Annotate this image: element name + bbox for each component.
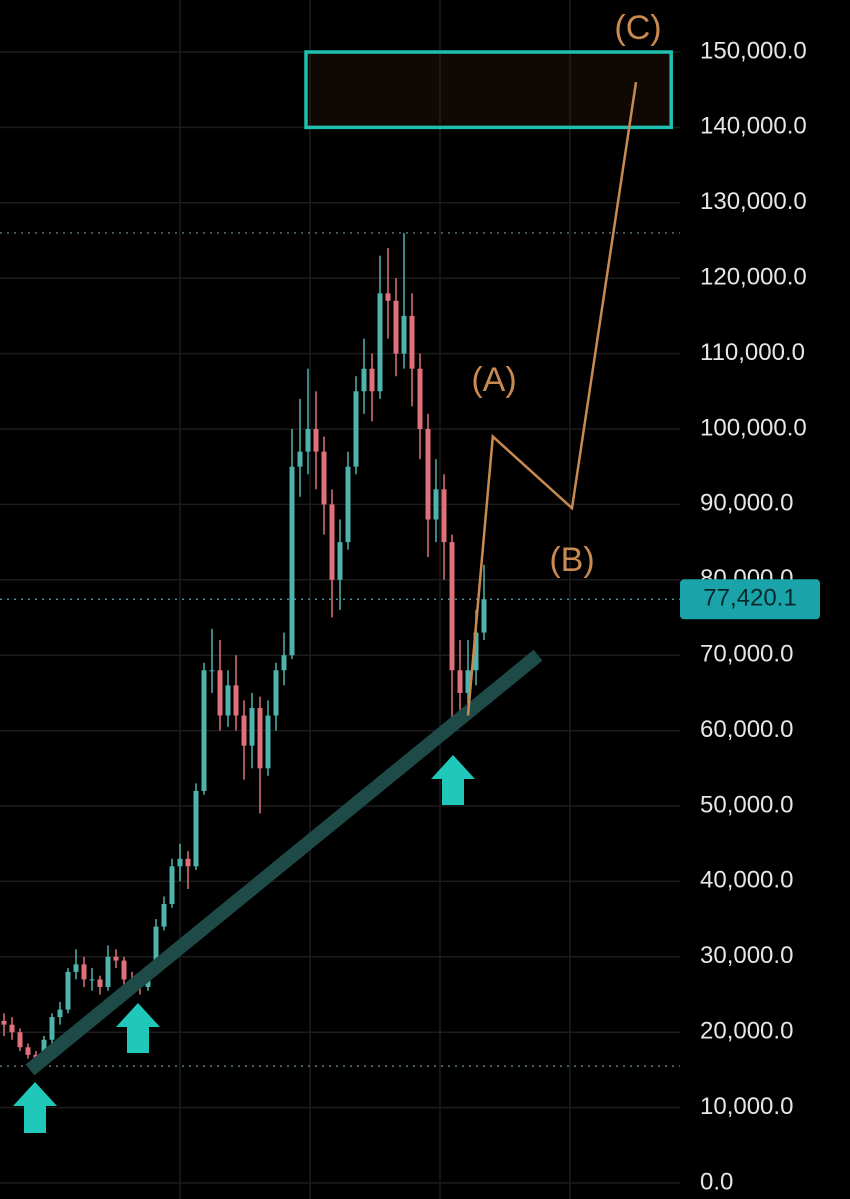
- trendline: [25, 649, 543, 1076]
- candle-body: [377, 293, 383, 392]
- candle-body: [409, 315, 415, 369]
- y-tick-label: 20,000.0: [700, 1018, 793, 1045]
- candle-body: [57, 1009, 63, 1018]
- y-tick-label: 60,000.0: [700, 716, 793, 743]
- y-tick-label: 10,000.0: [700, 1093, 793, 1120]
- wave-label: (C): [614, 9, 661, 47]
- candle-body: [193, 790, 199, 867]
- y-tick-label: 130,000.0: [700, 188, 807, 215]
- candle-body: [177, 858, 183, 867]
- wave-label: (B): [549, 541, 594, 579]
- candle-body: [305, 429, 311, 452]
- candle-body: [337, 542, 343, 580]
- candle-body: [281, 655, 287, 671]
- candle-body: [417, 368, 423, 429]
- candle-body: [201, 670, 207, 791]
- candle-body: [81, 964, 87, 980]
- candle-body: [97, 979, 103, 987]
- candle-body: [241, 715, 247, 746]
- candle-body: [441, 489, 447, 543]
- up-arrow: [13, 1082, 57, 1133]
- last-price-label: 77,420.1: [703, 585, 796, 612]
- candle-body: [185, 858, 191, 867]
- candle-body: [17, 1032, 23, 1048]
- y-tick-label: 140,000.0: [700, 113, 807, 140]
- y-tick-label: 150,000.0: [700, 37, 807, 64]
- up-arrow: [116, 1003, 160, 1053]
- y-tick-label: 100,000.0: [700, 414, 807, 441]
- candle-body: [273, 670, 279, 716]
- candle-body: [1, 1020, 7, 1025]
- candle-body: [169, 866, 175, 905]
- candle-body: [433, 489, 439, 520]
- candle-body: [49, 1017, 55, 1040]
- candle-body: [425, 429, 431, 520]
- candle-body: [25, 1047, 31, 1055]
- up-arrow: [431, 755, 475, 805]
- y-tick-label: 70,000.0: [700, 641, 793, 668]
- y-tick-label: 90,000.0: [700, 490, 793, 517]
- candle-body: [105, 956, 111, 987]
- candle-body: [481, 599, 487, 633]
- candle-body: [113, 956, 119, 961]
- candle-body: [449, 542, 455, 671]
- candle-body: [353, 391, 359, 467]
- candle-body: [369, 368, 375, 392]
- arrows: [13, 755, 475, 1133]
- candle-body: [153, 926, 159, 972]
- candle-body: [361, 368, 367, 392]
- candle-body: [41, 1039, 47, 1059]
- y-tick-label: 40,000.0: [700, 867, 793, 894]
- candle-body: [393, 300, 399, 354]
- candle-body: [321, 451, 327, 505]
- target-box: [304, 50, 673, 130]
- candle-body: [465, 670, 471, 693]
- candle-body: [209, 670, 215, 672]
- candle-body: [161, 904, 167, 927]
- candle-body: [257, 707, 263, 769]
- candle-body: [249, 707, 255, 746]
- candle-body: [473, 632, 479, 671]
- candle-body: [265, 715, 271, 769]
- last-price-box: [680, 579, 820, 620]
- candle-body: [73, 964, 79, 972]
- y-tick-label: 110,000.0: [700, 339, 805, 366]
- candle-body: [401, 315, 407, 354]
- wave-label: (A): [471, 361, 516, 399]
- y-tick-label: 120,000.0: [700, 264, 807, 291]
- candle-body: [313, 429, 319, 452]
- y-tick-label: 0.0: [700, 1168, 733, 1195]
- candle-body: [289, 466, 295, 656]
- candle-body: [457, 670, 463, 693]
- y-tick-label: 50,000.0: [700, 791, 793, 818]
- candle-body: [297, 451, 303, 467]
- candle-body: [9, 1024, 15, 1033]
- candle-body: [89, 979, 95, 981]
- candle-body: [225, 685, 231, 716]
- candle-body: [345, 466, 351, 543]
- candle-body: [329, 504, 335, 580]
- candle-body: [65, 971, 71, 1010]
- candle-body: [217, 670, 223, 716]
- y-tick-label: 30,000.0: [700, 942, 793, 969]
- candle-body: [233, 685, 239, 716]
- candle-body: [121, 960, 127, 980]
- wave-projection: [466, 81, 638, 716]
- candle-body: [385, 293, 391, 301]
